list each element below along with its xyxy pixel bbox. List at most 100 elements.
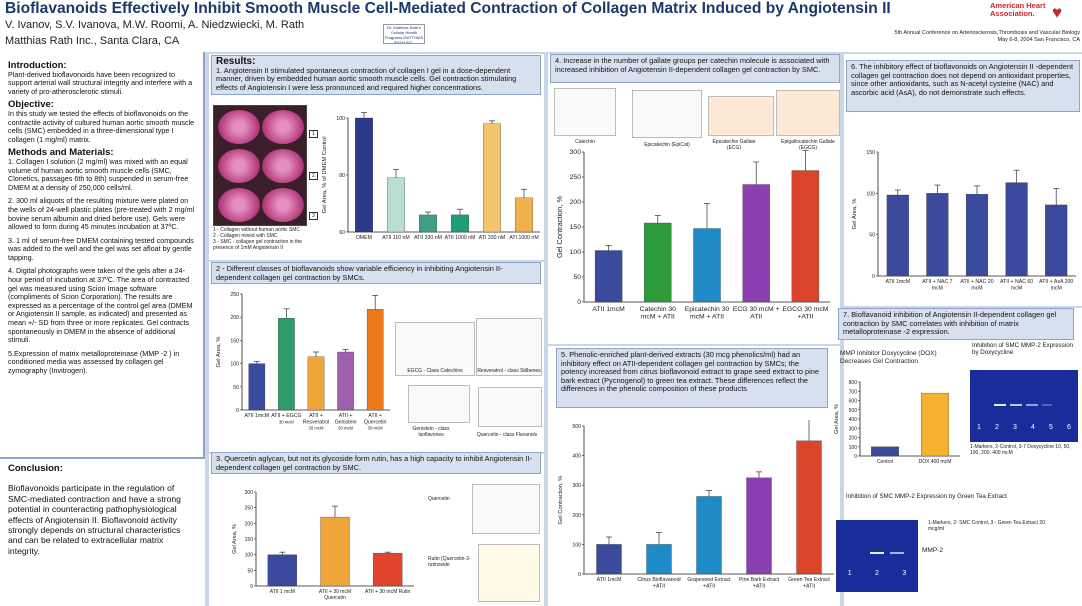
conclusion-heading: Conclusion: [8,463,63,474]
y-tick-label: 150 [570,224,582,231]
catechin-label: Catechin [575,139,595,145]
epicatechin-label: Epicatechin (EpiCat) [644,142,690,148]
y-tick-label: 100 [866,191,875,197]
x-tick-sublabel: 30 mcM [368,426,383,431]
bar [1045,204,1068,277]
rath-logo: Dr. Matthias Rath's Cellular Health Prog… [383,24,425,44]
x-tick-label: ATII + [368,413,382,419]
heart-icon: ♥ [1052,3,1063,22]
bar [742,184,770,303]
y-axis-label: Gel Area, % [232,524,238,554]
ecg-label: Epicatechin Gallate (ECG) [712,139,756,151]
x-tick-label: ATII 1mcM [597,577,622,583]
zymography-dox: 1 2 3 4 5 6 [970,370,1078,442]
zymo1-lane: 6 [1067,424,1071,431]
y-tick-label: 150 [866,150,875,156]
chart-7: 0 100 200 300 400 500 600 700 800 Gel Area, % Cont… [834,380,960,465]
zymo2-lane-row: 1 2 3 [836,570,918,577]
bar [644,222,672,303]
zymo1-caption: 1-Markers, 2-Control, 3-7 Doxycycline 10… [970,444,1071,456]
methods-heading: Methods and Materials: [8,147,114,159]
x-tick-label: +ATII [703,583,715,589]
epicatechin-structure [632,90,702,138]
y-tick-label: 200 [230,315,239,321]
objective-heading: Objective: [8,99,54,111]
caption-4: 4. Increase in the number of gallate gro… [550,54,840,83]
y-tick-label: 400 [849,417,858,423]
y-tick-label: 100 [230,362,239,368]
caption-7: 7. Bioflavanoid inhibition of Angiotensi… [838,308,1074,340]
y-tick-label: 250 [230,292,239,298]
y-tick-label: 300 [570,149,582,156]
objective-text: In this study we tested the effects of b… [8,108,195,144]
x-tick-label: EGCG 30 mcM [782,306,828,313]
bar [594,250,623,303]
quercetin-label: Quercetin [428,496,450,502]
bar [693,228,721,303]
bar [796,440,822,575]
x-tick-sublabel: 30 mcM [279,419,294,424]
x-tick-label: ATI 1000 nM [509,235,538,241]
y-tick-label: 50 [573,274,581,281]
egcg-label: EGCG - Class Catechins [407,368,463,374]
x-tick-label: Control [877,459,893,465]
zymography-greentea: 1 2 3 [836,520,918,592]
bar [871,446,899,457]
results-heading: Results: [216,56,256,67]
zymo1-lane: 1 [977,424,981,431]
x-tick-label: Pine Bark Extract [739,577,780,583]
chart-4: 0 50 100 150 200 250 300 Gel Contraction, % ATII… [555,149,830,321]
y-tick-label: 150 [245,537,254,543]
bar [307,356,325,411]
x-tick-label: ATII 1mcM [244,413,269,419]
photo-legend: 1 - Collagen without human aortic SMC 2 … [213,227,321,251]
conclusion-text: Bioflavonoids participate in the regulat… [8,483,181,556]
y-tick-label: 300 [572,483,581,489]
y-tick-label: 0 [236,408,239,414]
bar [278,317,295,411]
zymo1-lane: 2 [995,424,999,431]
y-tick-label: 0 [872,274,875,280]
x-tick-label: ATII + NAC 60 [1000,279,1033,285]
intro-text: Plant-derived bioflavonoids have been re… [8,69,193,96]
catechin-structure [554,88,616,136]
bar [337,351,354,411]
y-axis-label: Gel Area, % [834,404,840,434]
x-tick-label: Citrus Bioflavanoid [637,577,680,583]
y-tick-label: 300 [245,490,254,496]
zymo2-title: Inhibition of SMC MMP-2 Expression by Gr… [846,493,1007,500]
zymo1-lane: 5 [1049,424,1053,431]
bar [451,214,469,233]
poster-header: Bioflavanoids Effectively Inhibit Smooth… [0,0,1082,52]
y-tick-label: 800 [849,380,858,386]
y-tick-label: 250 [245,506,254,512]
institution: Matthias Rath Inc., Santa Clara, CA [5,35,180,47]
aha-logo: American Heart Association. ♥ [990,2,1078,24]
ecg-structure [708,96,774,136]
method-3: 3. 1 ml of serum-free DMEM containing te… [8,235,194,262]
y-tick-label: 50 [233,385,239,391]
y-tick-label: 0 [250,584,253,590]
poster-title: Bioflavanoids Effectively Inhibit Smooth… [5,0,891,17]
x-tick-label: Epicatechin 30 [685,306,730,313]
y-tick-label: 200 [570,199,582,206]
x-tick-label: mcM + ATII [690,314,724,321]
conclusion-box: Conclusion: Bioflavonoids participate in… [0,457,205,606]
method-5: 5.Expression of matrix metalloproteinase… [8,348,180,375]
x-tick-label: ATI 330 nM [479,235,505,241]
x-tick-label: ATII + 30 mcM Rutin [365,589,411,595]
x-tick-label: mcM [971,285,982,291]
quercetin-fl-label: Quercetin - class Flavanols [476,432,538,438]
y-tick-label: 0 [854,454,857,460]
y-tick-label: 50 [869,233,875,239]
bar [1005,182,1028,277]
y-tick-label: 600 [849,399,858,405]
y-tick-label: 100 [849,445,858,451]
x-tick-label: Genistein [335,419,357,425]
x-tick-label: Quercetin [364,419,387,425]
x-tick-label: ATII + NAC 20 [960,279,993,285]
authors: V. Ivanov, S.V. Ivanova, M.W. Roomi, A. … [5,19,305,31]
bar [646,544,672,575]
photo-legend-2: 2 - Collagen mixed with SMC [213,233,278,239]
